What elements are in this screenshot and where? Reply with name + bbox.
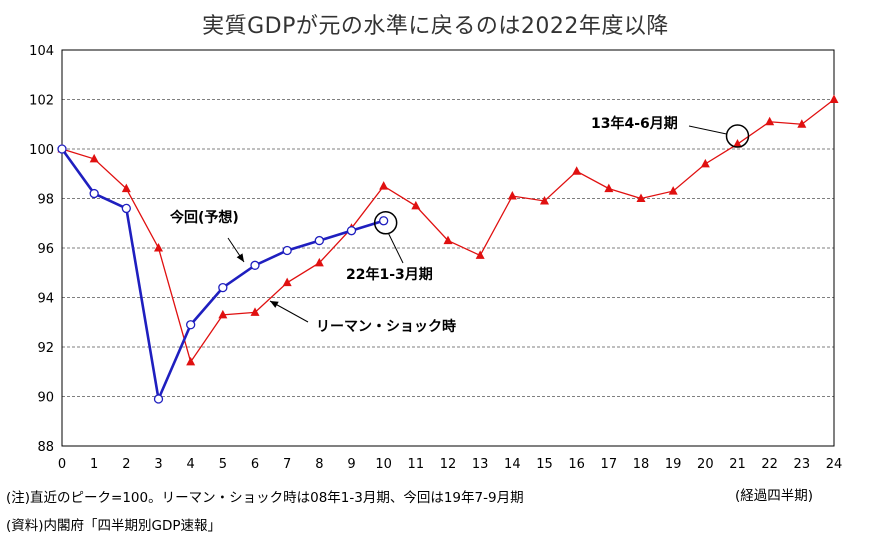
data-point [186, 356, 196, 366]
data-point [572, 166, 582, 175]
x-axis-unit-label: (経過四半期) [735, 488, 814, 504]
data-point [250, 260, 260, 270]
highlight-circle [373, 211, 398, 235]
data-point [411, 200, 421, 210]
x-tick-label: 7 [283, 457, 291, 472]
y-tick-label: 96 [37, 242, 54, 257]
data-point [282, 245, 292, 256]
series-line [60, 148, 385, 404]
x-tick-label: 14 [504, 457, 521, 472]
data-point [186, 320, 196, 330]
x-tick-label: 9 [347, 457, 355, 472]
y-tick-label: 94 [37, 292, 54, 307]
data-point [89, 188, 99, 199]
data-point [218, 282, 228, 293]
arrow-head [270, 301, 279, 308]
x-tick-label: 6 [251, 457, 259, 472]
x-tick-label: 8 [315, 457, 323, 472]
data-point [379, 216, 389, 226]
data-point [604, 183, 614, 193]
data-point [346, 226, 357, 236]
series-blue [57, 144, 389, 404]
x-tick-label: 3 [154, 457, 162, 472]
x-tick-label: 11 [408, 457, 425, 472]
chart-title: 実質GDPが元の水準に戻るのは2022年度以降 [202, 14, 669, 39]
x-tick-label: 13 [472, 457, 489, 472]
x-tick-label: 21 [729, 457, 746, 472]
x-tick-label: 1 [90, 457, 98, 472]
y-tick-label: 102 [29, 94, 54, 109]
x-tick-label: 17 [601, 457, 618, 472]
data-point [154, 243, 163, 252]
data-point [121, 183, 131, 193]
x-tick-label: 22 [761, 457, 778, 472]
data-point [636, 193, 646, 202]
x-tick-label: 23 [794, 457, 811, 472]
data-point [443, 235, 453, 245]
data-point [89, 153, 99, 163]
annotation-leader [688, 125, 727, 135]
arrow-head [236, 253, 244, 262]
data-point [475, 250, 485, 259]
data-point [540, 195, 549, 205]
data-point [250, 307, 260, 316]
annotation-label: 13年4-6月期 [591, 115, 678, 132]
y-tick-label: 98 [37, 193, 54, 208]
series-label-blue: 今回(予想) [169, 209, 239, 226]
plot-frame [61, 49, 835, 447]
data-point [282, 277, 292, 287]
data-point [507, 191, 517, 200]
annotation-leader [388, 233, 404, 264]
x-tick-label: 4 [187, 457, 195, 472]
data-point [668, 186, 678, 195]
y-tick-label: 90 [37, 391, 54, 406]
data-point [121, 203, 131, 214]
footnote: (注)直近のピーク=100。リーマン・ショック時は08年1-3月期、今回は19年… [6, 490, 524, 506]
data-point [797, 119, 807, 128]
x-tick-label: 10 [375, 457, 392, 472]
x-tick-label: 20 [697, 457, 714, 472]
x-tick-label: 2 [122, 457, 130, 472]
x-tick-label: 19 [665, 457, 682, 472]
x-tick-label: 24 [826, 457, 843, 472]
data-point [379, 181, 389, 190]
x-tick-label: 15 [536, 457, 553, 472]
data-point [153, 394, 164, 404]
annotations: 今回(予想) リーマン・ショック時 13年4-6月期 22年1-3月期 [169, 115, 750, 335]
highlight-circle [725, 124, 750, 148]
data-point [829, 94, 839, 103]
source-note: (資料)内閣府「四半期別GDP速報」 [6, 518, 222, 534]
x-tick-label: 5 [219, 457, 227, 472]
y-tick-label: 88 [37, 440, 54, 455]
data-point [314, 257, 324, 267]
data-point [765, 116, 775, 126]
grid-lines [62, 99, 834, 397]
data-point [314, 235, 324, 246]
x-tick-label: 16 [568, 457, 585, 472]
x-tick-label: 18 [633, 457, 650, 472]
x-tick-label: 0 [58, 457, 66, 472]
y-tick-label: 92 [37, 341, 54, 356]
x-tick-label: 12 [440, 457, 457, 472]
y-tick-label: 100 [29, 143, 54, 158]
data-point [57, 144, 67, 154]
data-point [700, 158, 710, 168]
annotation-label: 22年1-3月期 [346, 266, 433, 283]
data-point [218, 309, 228, 319]
data-point [733, 139, 742, 148]
y-tick-label: 104 [29, 44, 54, 59]
series-group [57, 94, 839, 404]
series-label-red: リーマン・ショック時 [316, 318, 456, 335]
